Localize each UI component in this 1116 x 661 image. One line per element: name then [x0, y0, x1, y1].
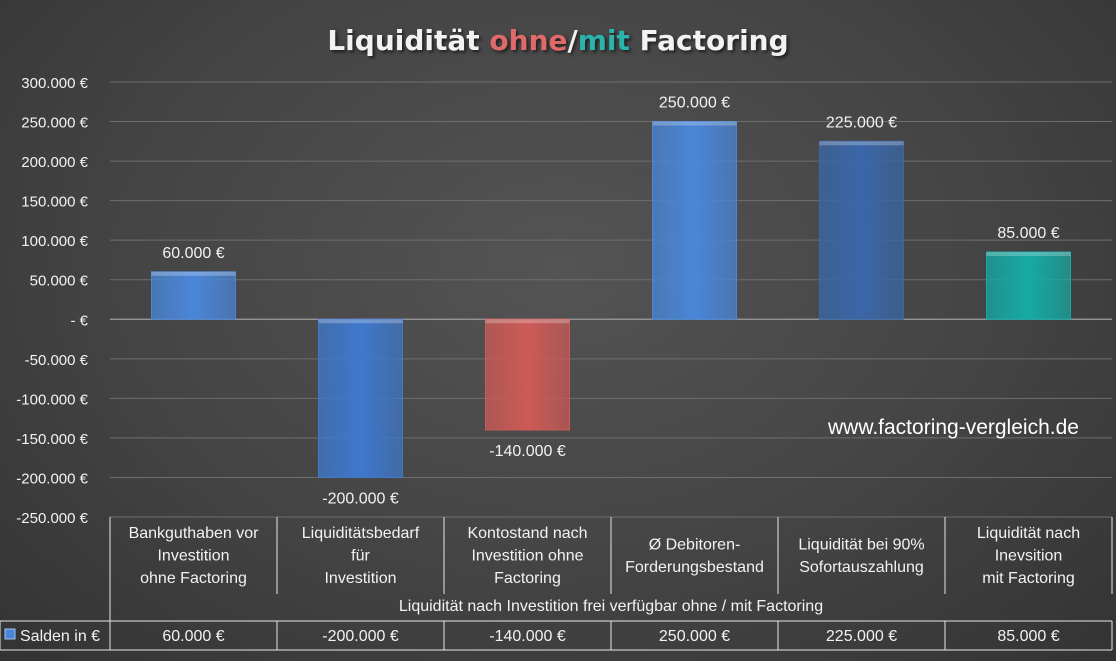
y-tick-label: 250.000 €: [21, 115, 88, 132]
y-tick-label: 200.000 €: [21, 154, 88, 171]
table-value-cell: -140.000 €: [489, 628, 566, 645]
data-label: -200.000 €: [322, 490, 399, 507]
x-category-label: Ø Debitoren-: [649, 536, 741, 553]
data-label: -140.000 €: [489, 443, 566, 460]
table-value-cell: -200.000 €: [322, 628, 399, 645]
y-tick-label: -50.000 €: [25, 352, 89, 369]
x-category-label: ohne Factoring: [140, 570, 247, 587]
data-label: 85.000 €: [997, 225, 1059, 242]
y-tick-label: -100.000 €: [16, 391, 88, 408]
chart-title: Liquidität ohne/mit Factoring: [0, 24, 1116, 57]
x-category-label: Kontostand nach: [467, 525, 587, 542]
x-category-label: für: [351, 548, 370, 565]
x-category-label: mit Factoring: [982, 570, 1074, 587]
legend-key-icon: [4, 628, 16, 640]
bar-highlight: [652, 121, 737, 126]
x-category-label: Investition: [324, 570, 396, 587]
y-tick-label: -250.000 €: [16, 510, 88, 527]
title-part-1: Liquidität: [327, 24, 490, 57]
x-category-label: Liquidität nach: [977, 525, 1080, 542]
bar: [485, 318, 570, 431]
y-tick-label: -150.000 €: [16, 431, 88, 448]
y-tick-label: - €: [70, 312, 88, 329]
x-category-label: Bankguthaben vor: [129, 525, 260, 542]
data-label: 225.000 €: [826, 114, 897, 131]
y-tick-label: 300.000 €: [21, 75, 88, 92]
title-part-5: Factoring: [629, 24, 789, 57]
bar-highlight: [151, 271, 236, 276]
bar: [986, 251, 1071, 320]
title-part-slash: /: [567, 24, 578, 57]
bar: [318, 318, 403, 478]
title-part-mit: mit: [577, 24, 630, 57]
x-category-label: Forderungsbestand: [625, 559, 764, 576]
y-tick-label: 150.000 €: [21, 194, 88, 211]
table-value-cell: 60.000 €: [162, 628, 224, 645]
y-tick-label: -200.000 €: [16, 470, 88, 487]
bar: [151, 271, 236, 320]
x-category-label: Investition ohne: [471, 548, 583, 565]
data-label: 60.000 €: [162, 245, 224, 262]
title-part-ohne: ohne: [489, 24, 568, 57]
bar-highlight: [819, 141, 904, 146]
x-category-label: Inevsition: [995, 548, 1063, 565]
table-value-cell: 85.000 €: [997, 628, 1059, 645]
watermark-url: www.factoring-vergleich.de: [828, 416, 1079, 439]
x-category-label: Liquidität bei 90%: [798, 536, 924, 553]
bar: [652, 121, 737, 320]
x-category-label: Liquiditätsbedarf: [302, 525, 420, 542]
y-tick-label: 50.000 €: [30, 273, 89, 290]
x-category-label: Investition: [157, 548, 229, 565]
bar-highlight: [485, 319, 570, 324]
category-group-label: Liquidität nach Investition frei verfügb…: [399, 598, 823, 615]
legend-series-name: Salden in €: [20, 628, 100, 645]
table-value-cell: 250.000 €: [659, 628, 730, 645]
x-category-label: Factoring: [494, 570, 561, 587]
bar: [819, 140, 904, 320]
bar-highlight: [986, 252, 1071, 257]
y-tick-label: 100.000 €: [21, 233, 88, 250]
data-label: 250.000 €: [659, 95, 730, 112]
bar-highlight: [318, 319, 403, 324]
x-category-label: Sofortauszahlung: [799, 559, 924, 576]
table-value-cell: 225.000 €: [826, 628, 897, 645]
